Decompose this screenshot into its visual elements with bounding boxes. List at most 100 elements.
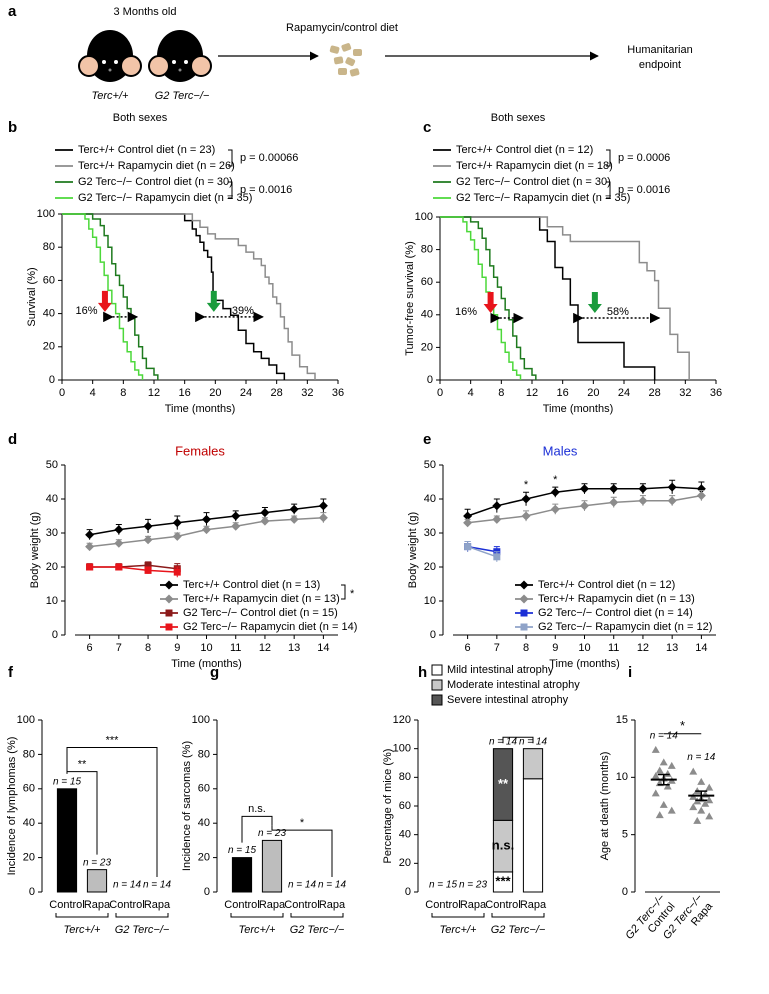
group-bracket — [115, 913, 169, 918]
x-tick-label: Rapa — [319, 899, 346, 911]
y-tick-label: 100 — [415, 211, 433, 223]
data-point — [492, 501, 502, 511]
x-tick-label: Rapa — [84, 899, 111, 911]
significance-label: *** — [495, 873, 511, 888]
x-tick-label: 12 — [526, 387, 538, 399]
n-label: n = 14 — [687, 752, 716, 763]
y-tick-label: 10 — [616, 771, 628, 783]
x-tick-label: 4 — [90, 387, 96, 399]
y-tick-label: 40 — [421, 309, 433, 321]
y-tick-label: 60 — [421, 276, 433, 288]
annotation: 58% — [607, 306, 629, 318]
group-bracket — [55, 913, 109, 918]
n-label: n = 15 — [429, 880, 458, 891]
x-tick-label: 13 — [666, 642, 678, 654]
data-point — [143, 521, 153, 531]
x-tick-label: Control — [49, 899, 84, 911]
y-tick-label: 80 — [43, 241, 55, 253]
data-point — [164, 594, 174, 604]
x-axis-label: Time (months) — [165, 403, 236, 415]
x-axis-label: Time (months) — [549, 658, 620, 670]
survival-curve — [62, 213, 159, 380]
y-tick-label: 20 — [46, 561, 58, 573]
x-tick-label: Rapa — [460, 899, 487, 911]
bar — [231, 857, 253, 893]
mouse-icon — [148, 30, 212, 82]
data-point — [651, 745, 660, 753]
y-tick-label: 0 — [29, 886, 35, 898]
data-point — [651, 772, 660, 780]
y-tick-label: 40 — [399, 829, 411, 841]
y-tick-label: 20 — [399, 857, 411, 869]
data-point — [318, 513, 328, 523]
y-tick-label: 50 — [46, 459, 58, 471]
data-point — [114, 525, 124, 535]
sem-bar — [657, 773, 670, 786]
n-label: n = 14 — [650, 730, 679, 741]
data-point — [260, 508, 270, 518]
significance-label: n.s. — [492, 838, 514, 853]
data-point — [85, 542, 95, 552]
x-tick-label: 24 — [240, 387, 252, 399]
panel-label: i — [628, 664, 632, 681]
y-tick-label: 0 — [430, 629, 436, 641]
significance-label: * — [350, 588, 355, 600]
panel-label: d — [8, 431, 17, 448]
annotation: 16% — [455, 306, 477, 318]
n-label: n = 14 — [288, 880, 317, 891]
y-tick-label: 80 — [198, 748, 210, 760]
y-axis-label: Incidence of sarcomas (%) — [181, 741, 193, 871]
data-point — [463, 511, 473, 521]
data-point — [172, 518, 182, 528]
x-tick-label: 6 — [87, 642, 93, 654]
data-point — [165, 623, 173, 631]
p-value: p = 0.0006 — [618, 152, 670, 164]
data-point — [202, 514, 211, 524]
bar — [261, 839, 283, 893]
age-label: 3 Months old — [114, 6, 177, 18]
x-tick-label: 12 — [637, 642, 649, 654]
y-tick-label: 60 — [198, 783, 210, 795]
y-tick-label: 5 — [622, 829, 628, 841]
survival-curve — [440, 216, 656, 380]
y-tick-label: 80 — [23, 748, 35, 760]
x-tick-label: 10 — [578, 642, 590, 654]
p-value: p = 0.0016 — [240, 184, 292, 196]
n-label: n = 14 — [113, 880, 142, 891]
y-tick-label: 20 — [43, 341, 55, 353]
x-tick-label: 11 — [608, 642, 619, 654]
legend-label: G2 Terc−/− Rapamycin diet (n = 12) — [538, 621, 712, 633]
data-point — [659, 758, 668, 766]
genotype-label: Terc+/+ — [92, 90, 129, 102]
group-bracket — [230, 913, 284, 918]
y-tick-label: 30 — [46, 527, 58, 539]
y-tick-label: 0 — [622, 886, 628, 898]
legend-label: Terc+/+ Rapamycin diet (n = 18) — [456, 160, 613, 172]
x-tick-label: 12 — [148, 387, 160, 399]
bar-segment — [522, 748, 544, 780]
data-point — [165, 609, 173, 617]
bracket — [228, 149, 233, 167]
y-tick-label: 60 — [43, 274, 55, 286]
panel-title: Males — [543, 443, 578, 458]
panel-label: a — [8, 3, 17, 20]
data-point — [521, 494, 531, 504]
x-tick-label: 20 — [209, 387, 221, 399]
x-axis-label: Time (months) — [171, 658, 242, 670]
legend-label: G2 Terc−/− Rapamycin diet (n = 14) — [183, 621, 357, 633]
x-tick-label: 28 — [271, 387, 283, 399]
y-tick-label: 30 — [424, 527, 436, 539]
y-tick-label: 80 — [421, 244, 433, 256]
x-tick-label: 9 — [552, 642, 558, 654]
data-point — [202, 525, 211, 535]
survival-curve — [62, 213, 144, 380]
x-tick-label: Control — [109, 899, 144, 911]
pellets — [329, 43, 362, 77]
data-point — [521, 511, 531, 521]
panel-label: c — [423, 119, 431, 136]
group-label: Terc+/+ — [440, 924, 477, 936]
x-tick-label: 6 — [465, 642, 471, 654]
data-point — [689, 767, 698, 775]
x-tick-label: 32 — [301, 387, 313, 399]
data-point — [705, 796, 714, 804]
